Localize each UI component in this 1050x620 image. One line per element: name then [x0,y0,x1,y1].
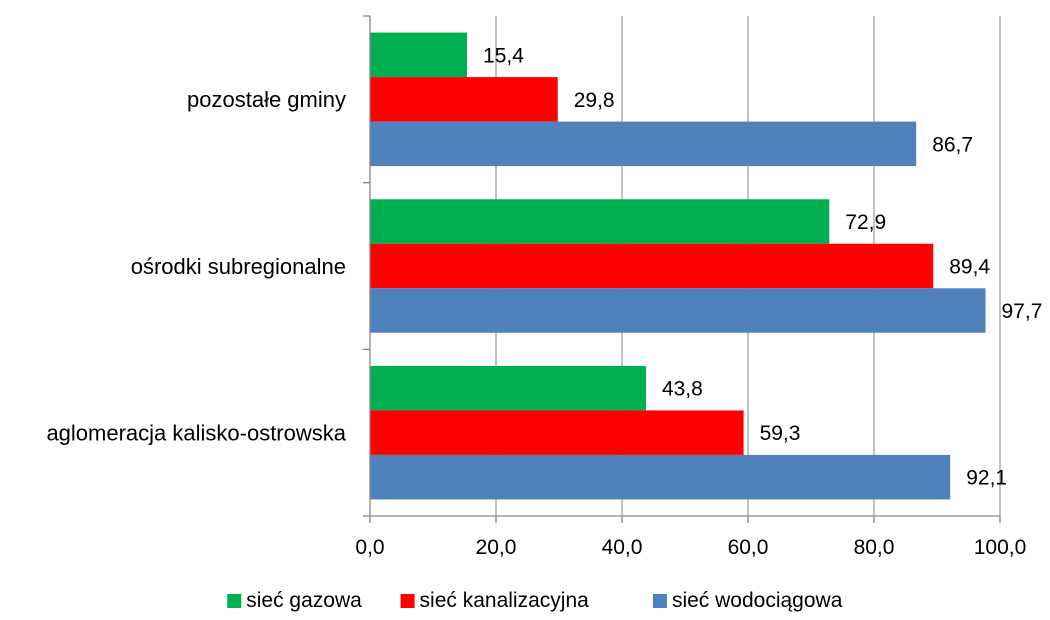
x-tick-label: 100,0 [974,536,1027,559]
bar [370,121,917,167]
legend-label: sieć kanalizacyjna [420,589,590,612]
bar [370,410,744,455]
x-tick-labels: 0,0 20,0 40,0 60,0 80,0 100,0 [355,536,1026,559]
legend-swatch [400,594,415,608]
x-tick-label: 40,0 [602,536,643,559]
data-label: 72,9 [845,211,886,234]
legend-label: sieć gazowa [246,589,362,612]
axes [363,15,1001,523]
category-label: aglomeracja kalisko-ostrowska [46,420,346,445]
data-label: 86,7 [932,133,973,156]
data-label: 97,7 [1002,300,1043,323]
bar [370,32,468,78]
x-tick-label: 80,0 [854,536,895,559]
legend-swatch [227,594,242,608]
bar [370,365,646,411]
data-label: 29,8 [574,89,615,112]
data-label: 92,1 [966,467,1007,490]
category-label: ośrodki subregionalne [131,254,346,279]
data-label: 89,4 [949,256,990,279]
data-labels: 15,4 29,8 86,7 72,9 89,4 97,7 43,8 59,3 92,1 [483,44,1042,489]
x-tick-label: 60,0 [728,536,769,559]
bar [370,77,558,122]
legend: sieć gazowa sieć kanalizacyjna sieć wodoci… [227,589,843,612]
category-labels: pozostałe gminy ośrodki subregionalne aglo… [46,87,346,445]
category-label: pozostałe gminy [187,87,346,112]
x-tick-label: 0,0 [355,536,384,559]
legend-swatch [652,594,667,608]
x-tick-label: 20,0 [476,536,517,559]
bar [370,288,986,333]
data-label: 43,8 [662,378,703,401]
bars [370,32,986,500]
legend-label: sieć wodociągowa [672,589,843,612]
data-label: 15,4 [483,44,524,67]
bar [370,243,934,289]
bar [370,199,830,244]
bar [370,454,951,500]
data-label: 59,3 [760,422,801,445]
